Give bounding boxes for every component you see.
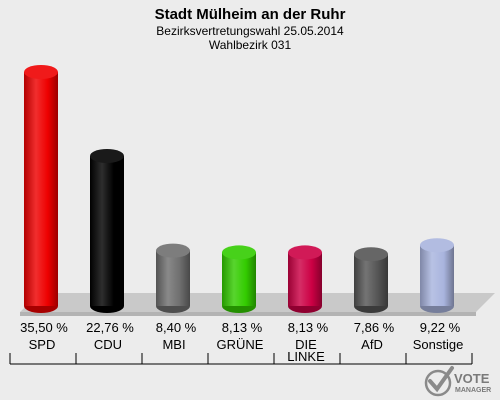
bar-mbi	[156, 243, 190, 313]
category-brackets	[9, 353, 473, 365]
category-label: LINKE	[287, 349, 325, 364]
bar-gr-ne	[222, 245, 256, 313]
value-label: 7,86 %	[354, 320, 395, 335]
bar-spd	[24, 65, 58, 313]
vote-check-icon	[424, 366, 454, 397]
category-label: CDU	[94, 337, 122, 352]
bar-top	[288, 245, 322, 260]
value-label: 8,13 %	[288, 320, 329, 335]
bar-top	[354, 247, 388, 262]
floor-front	[20, 312, 476, 316]
bar-top	[24, 65, 58, 79]
value-label: 22,76 %	[86, 320, 134, 335]
category-label: MBI	[162, 337, 185, 352]
bar-body	[90, 155, 124, 306]
chart-title: Stadt Mülheim an der Ruhr	[155, 6, 346, 23]
bar-body	[420, 245, 454, 306]
value-label: 9,22 %	[420, 320, 461, 335]
bar-body	[24, 72, 58, 306]
bar-cdu	[90, 148, 124, 313]
bar-afd	[354, 247, 388, 313]
category-label: DIE	[295, 337, 317, 352]
logo-sub: MANAGER	[455, 387, 491, 394]
bar-die-linke	[288, 245, 322, 313]
bar-body	[222, 252, 256, 306]
value-label: 35,50 %	[20, 320, 68, 335]
bar-sonstige	[420, 238, 454, 313]
logo: VOTE MANAGER	[424, 366, 491, 397]
category-label: Sonstige	[413, 337, 464, 352]
chart-district: Wahlbezirk 031	[209, 38, 292, 52]
bar-body	[288, 252, 322, 306]
category-label: AfD	[361, 337, 383, 352]
bar-top	[90, 148, 124, 163]
chart-subtitle: Bezirksvertretungswahl 25.05.2014	[156, 24, 344, 38]
bar-top	[156, 243, 190, 258]
bar-body	[156, 250, 190, 306]
bar-top	[222, 245, 256, 260]
value-label: 8,13 %	[222, 320, 263, 335]
logo-name: VOTE	[454, 371, 490, 386]
category-label: SPD	[29, 337, 56, 352]
value-label: 8,40 %	[156, 320, 197, 335]
bar-top	[420, 238, 454, 253]
category-label: GRÜNE	[217, 337, 264, 352]
bar-body	[354, 254, 388, 306]
